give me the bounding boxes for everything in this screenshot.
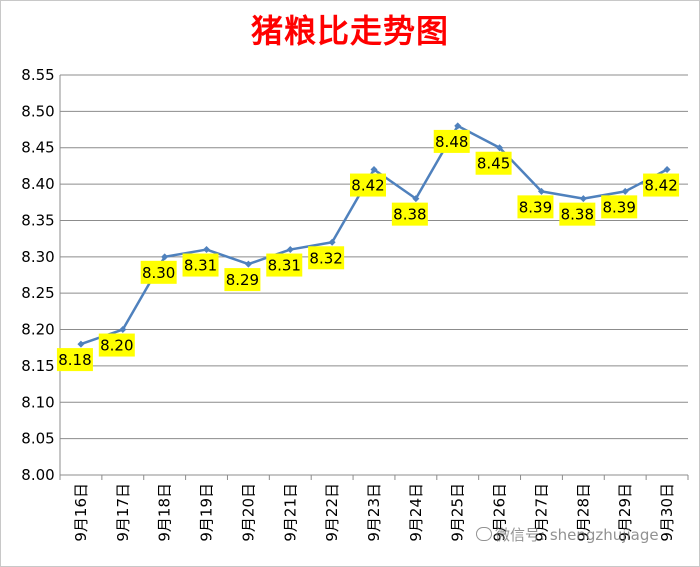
- data-label-bg: [182, 253, 219, 277]
- data-label-bg: [308, 246, 345, 270]
- y-tick-label: 8.25: [21, 284, 54, 302]
- data-point: [412, 195, 420, 203]
- x-tick-label: 9月25日: [449, 483, 467, 542]
- data-label: 8.39: [602, 198, 635, 216]
- data-point: [203, 246, 211, 254]
- data-label: 8.42: [644, 177, 677, 195]
- data-point: [119, 326, 127, 334]
- x-tick-label: 9月28日: [574, 483, 592, 542]
- data-label: 8.38: [393, 206, 426, 224]
- data-label: 8.48: [435, 133, 468, 151]
- y-tick-label: 8.45: [21, 139, 54, 157]
- x-tick-label: 9月23日: [365, 483, 383, 542]
- data-label-bg: [643, 173, 680, 197]
- chart-title: 猪粮比走势图: [250, 12, 449, 50]
- x-tick-label: 9月26日: [491, 483, 509, 542]
- data-point: [537, 187, 545, 195]
- x-tick-label: 9月21日: [281, 483, 299, 542]
- data-point: [454, 122, 462, 130]
- data-point: [496, 144, 504, 152]
- data-label-bg: [266, 253, 303, 277]
- data-label: 8.39: [519, 198, 552, 216]
- y-tick-label: 8.00: [21, 466, 54, 484]
- data-label-bg: [433, 129, 470, 153]
- data-label-bg: [56, 348, 93, 372]
- data-point: [286, 246, 294, 254]
- data-point: [370, 166, 378, 174]
- x-tick-label: 9月29日: [616, 483, 634, 542]
- watermark: 微信号: shengzhujiage: [476, 524, 659, 545]
- data-label: 8.18: [58, 351, 91, 369]
- x-tick-label: 9月27日: [532, 483, 550, 542]
- data-label-bg: [601, 195, 638, 219]
- data-label-bg: [517, 195, 554, 219]
- data-label: 8.45: [477, 155, 510, 173]
- x-tick-label: 9月19日: [198, 483, 216, 542]
- y-tick-label: 8.50: [21, 102, 54, 120]
- axis-layer: 8.00 8.05 8.10 8.15 8.20 8.25 8.30 8.35 8.40 8.45…: [21, 66, 689, 542]
- data-label-layer: 8.18 8.20 8.30 8.31 8.29 8.31 8.32 8.42 8.38 8.48…: [56, 129, 680, 372]
- data-label: 8.38: [561, 206, 594, 224]
- data-label: 8.30: [142, 264, 175, 282]
- watermark-text: 微信号: shengzhujiage: [495, 526, 659, 544]
- x-tick-label: 9月24日: [407, 483, 425, 542]
- data-label: 8.42: [351, 177, 384, 195]
- data-label-bg: [475, 151, 512, 175]
- y-tick-label: 8.15: [21, 357, 54, 375]
- data-label: 8.31: [268, 257, 301, 275]
- x-tick-label: 9月18日: [156, 483, 174, 542]
- data-point: [663, 166, 671, 174]
- data-label: 8.31: [184, 257, 217, 275]
- y-tick-label: 8.40: [21, 175, 54, 193]
- data-point: [244, 260, 252, 268]
- x-tick-label: 9月16日: [72, 483, 90, 542]
- y-tick-label: 8.10: [21, 393, 54, 411]
- x-tick-label: 9月30日: [658, 483, 676, 542]
- data-point: [161, 253, 169, 261]
- data-label-bg: [224, 268, 261, 292]
- data-label: 8.20: [100, 337, 133, 355]
- series-layer: [77, 122, 671, 348]
- x-tick-label: 9月20日: [239, 483, 257, 542]
- y-tick-label: 8.05: [21, 430, 54, 448]
- wechat-icon: [476, 527, 492, 541]
- y-tick-label: 8.55: [21, 66, 54, 84]
- data-label: 8.32: [309, 249, 342, 267]
- y-tick-label: 8.35: [21, 211, 54, 229]
- data-point: [328, 238, 336, 246]
- y-tick-label: 8.30: [21, 248, 54, 266]
- data-label-bg: [391, 202, 428, 226]
- data-point: [579, 195, 587, 203]
- y-tick-label: 8.20: [21, 321, 54, 339]
- data-label-bg: [559, 202, 596, 226]
- x-tick-label: 9月17日: [114, 483, 132, 542]
- data-label-bg: [140, 260, 177, 284]
- data-point: [77, 340, 85, 348]
- data-point: [621, 187, 629, 195]
- data-label-bg: [350, 173, 386, 197]
- data-label-bg: [98, 333, 135, 357]
- x-tick-label: 9月22日: [323, 483, 341, 542]
- data-label: 8.29: [226, 271, 259, 289]
- series-line: [80, 124, 668, 346]
